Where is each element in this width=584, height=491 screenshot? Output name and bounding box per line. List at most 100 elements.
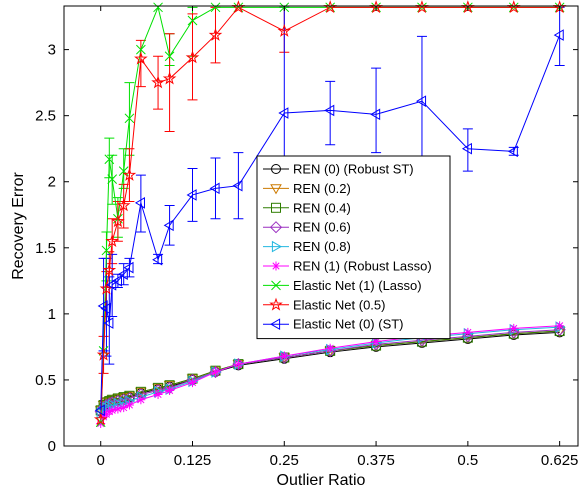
legend-entry: REN (0.8) — [263, 239, 351, 254]
data-point-asterisk — [104, 407, 114, 417]
data-point-triangle-left — [103, 317, 114, 329]
data-point-circle — [271, 164, 281, 174]
data-point-asterisk — [271, 261, 281, 271]
data-point-x — [124, 113, 135, 124]
data-point-star — [105, 234, 119, 247]
data-point-triangle-left — [232, 179, 243, 192]
data-point-triangle-left — [416, 95, 427, 107]
data-point-square — [271, 202, 281, 213]
data-point-star — [116, 198, 131, 212]
legend-entry: Elastic Net (0) (ST) — [263, 317, 404, 332]
data-point-x — [164, 51, 175, 62]
x-tick-label: 0.375 — [357, 452, 395, 469]
data-point-star — [269, 297, 283, 311]
data-point-triangle-left — [186, 189, 197, 201]
data-point-asterisk — [119, 403, 129, 413]
data-point-star — [208, 27, 223, 41]
data-point-triangle-left — [163, 219, 174, 232]
y-axis-label: Recovery Error — [10, 172, 27, 280]
data-point-x — [136, 44, 146, 55]
legend-entry: REN (0.4) — [263, 200, 351, 215]
data-point-star — [134, 51, 148, 65]
data-point-x — [153, 2, 163, 13]
x-tick-label: 0 — [97, 452, 105, 469]
data-point-triangle-right — [125, 395, 136, 407]
axes-frame — [63, 5, 579, 447]
legend-label: REN (1) (Robust Lasso) — [293, 259, 432, 274]
data-point-star — [102, 263, 117, 277]
data-point-triangle-left — [123, 261, 134, 274]
error-bar — [371, 67, 382, 154]
data-point-asterisk — [509, 323, 519, 333]
data-point-star — [185, 50, 200, 64]
error-bar — [164, 33, 175, 133]
data-point-star — [111, 214, 125, 228]
ticks: 0 0.125 0.25 0.375 0.5 0.625 0 0.5 1 1.5 2 2.5 3 — [35, 6, 578, 469]
data-point-x — [210, 2, 221, 13]
data-point-asterisk — [113, 404, 123, 414]
data-point-triangle-left — [370, 108, 381, 121]
legend-label: Elastic Net (1) (Lasso) — [293, 278, 422, 293]
data-point-x — [271, 280, 281, 291]
data-point-asterisk — [124, 400, 134, 410]
data-point-triangle-left — [278, 107, 289, 119]
data-point-triangle-left — [100, 302, 111, 315]
data-point-triangle-left — [94, 404, 105, 417]
data-point-star — [93, 412, 108, 426]
data-point-star — [151, 75, 165, 89]
data-point-triangle-left — [270, 318, 281, 331]
data-point-triangle-left — [553, 29, 564, 41]
data-point-star — [122, 167, 137, 181]
data-point-star — [277, 23, 292, 37]
data-point-asterisk — [96, 419, 106, 429]
data-point-x — [101, 245, 112, 256]
legend-entry: REN (1) (Robust Lasso) — [263, 259, 432, 274]
legend-label: REN (0) (Robust ST) — [293, 162, 414, 177]
x-tick-label: 0.25 — [270, 452, 299, 469]
data-point-triangle-left — [134, 197, 145, 209]
y-tick-label: 3 — [48, 42, 56, 59]
legend-entry: REN (0.2) — [263, 181, 351, 196]
legend-label: REN (0.6) — [293, 220, 351, 235]
data-point-triangle-right — [271, 240, 282, 253]
data-point-x — [187, 15, 198, 26]
y-tick-label: 0 — [48, 438, 56, 455]
legend-label: REN (0.4) — [293, 200, 351, 215]
y-tick-label: 1 — [48, 306, 56, 323]
data-point-diamond — [269, 221, 283, 234]
legend-label: REN (0.8) — [293, 239, 351, 254]
data-point-triangle-left — [461, 142, 472, 155]
data-point-x — [104, 154, 115, 165]
data-point-asterisk — [233, 359, 243, 369]
series-line — [100, 6, 560, 420]
data-point-triangle-left — [507, 145, 518, 158]
data-point-asterisk — [279, 351, 289, 361]
data-point-triangle-left — [97, 300, 108, 312]
legend: REN (0) (Robust ST) REN (0.2) REN (0.4) REN… — [256, 155, 451, 340]
series-layer — [93, 0, 567, 429]
series — [94, 29, 564, 417]
data-point-triangle-left — [152, 253, 163, 266]
data-point-asterisk — [153, 389, 163, 399]
data-point-triangle-left — [117, 268, 128, 281]
x-tick-label: 0.625 — [541, 452, 579, 469]
y-tick-label: 2 — [48, 174, 56, 191]
legend-entry: Elastic Net (0.5) — [263, 297, 385, 312]
data-point-star — [96, 347, 111, 361]
legend-label: REN (0.2) — [293, 181, 351, 196]
legend-label: Elastic Net (0.5) — [293, 297, 385, 312]
data-point-asterisk — [188, 378, 197, 388]
data-point-asterisk — [463, 327, 473, 337]
x-tick-label: 0.125 — [174, 452, 212, 469]
data-point-asterisk — [555, 321, 565, 331]
y-tick-label: 2.5 — [35, 108, 56, 125]
legend-entry: REN (0) (Robust ST) — [263, 162, 414, 177]
error-bar — [462, 128, 473, 172]
data-point-asterisk — [165, 386, 175, 396]
legend-entry: Elastic Net (1) (Lasso) — [263, 278, 422, 293]
data-point-triangle-right — [119, 396, 130, 409]
y-tick-label: 0.5 — [35, 372, 56, 389]
legend-box — [256, 155, 451, 340]
data-point-triangle-left — [209, 182, 220, 195]
